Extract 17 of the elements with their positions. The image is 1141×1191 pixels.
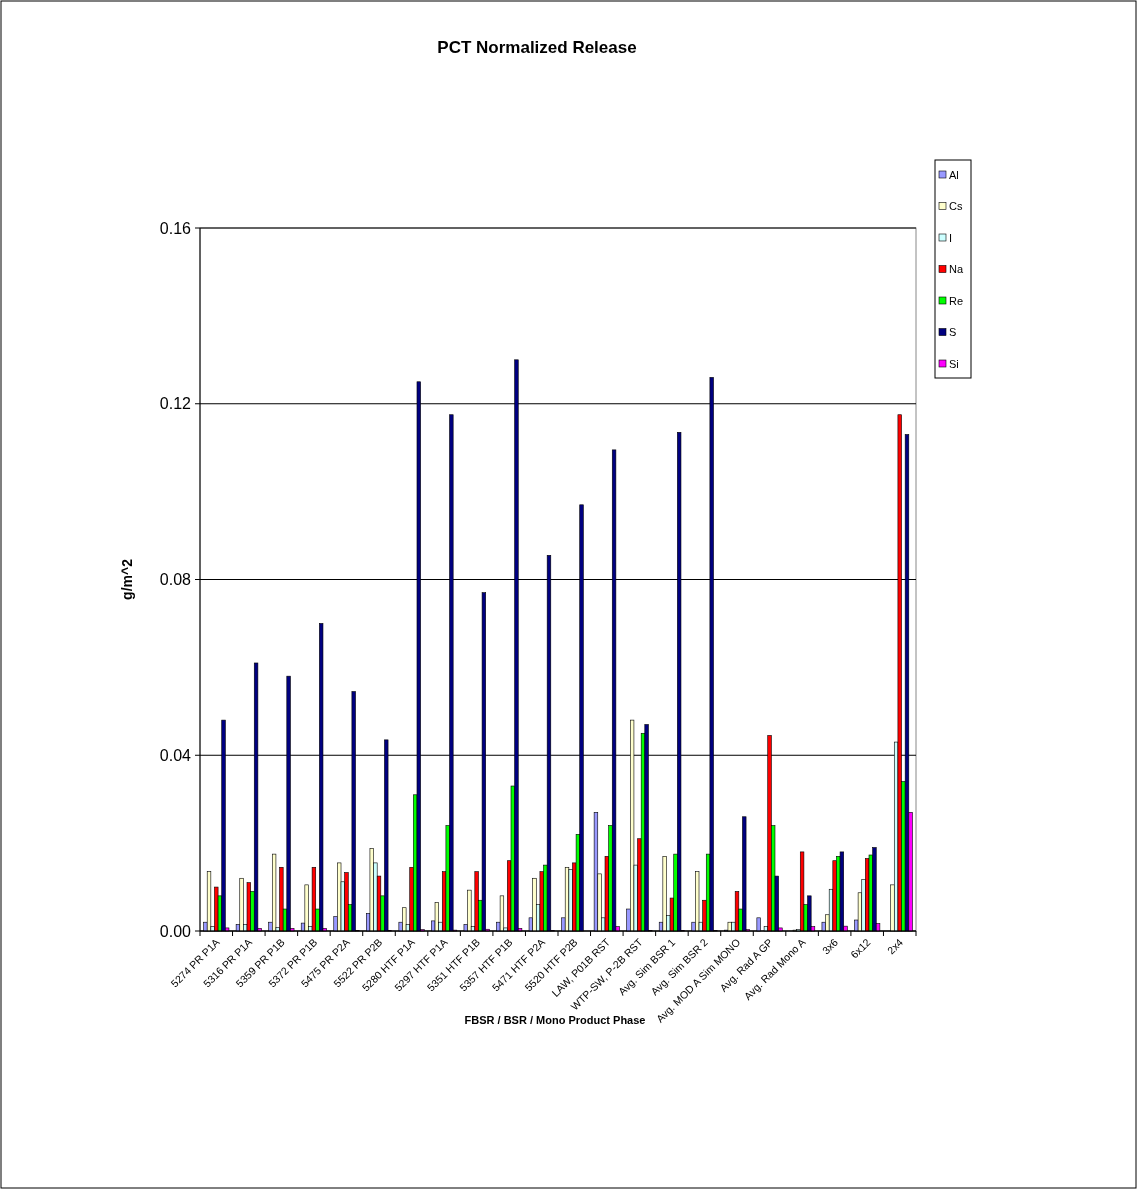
- chart-title: PCT Normalized Release: [437, 38, 637, 57]
- legend-label: Re: [949, 294, 964, 307]
- y-tick-label: 0.04: [159, 746, 192, 764]
- y-axis-title: g/m^2: [119, 558, 135, 600]
- y-tick-label: 0.16: [159, 219, 192, 237]
- legend-label: Na: [949, 263, 964, 276]
- y-tick-label: 0.12: [159, 395, 192, 413]
- y-tick-label: 0.08: [159, 571, 192, 589]
- x-tick-label: 2x4: [884, 935, 906, 957]
- x-tick-label: 3x6: [819, 935, 841, 957]
- legend-label: Si: [949, 357, 959, 370]
- y-tick-label: 0.00: [159, 922, 192, 940]
- legend-label: I: [949, 231, 953, 244]
- x-axis-title: FBSR / BSR / Mono Product Phase: [464, 1014, 646, 1026]
- legend-label: S: [949, 326, 957, 339]
- legend-label: Al: [949, 168, 959, 181]
- legend-label: Cs: [949, 200, 963, 213]
